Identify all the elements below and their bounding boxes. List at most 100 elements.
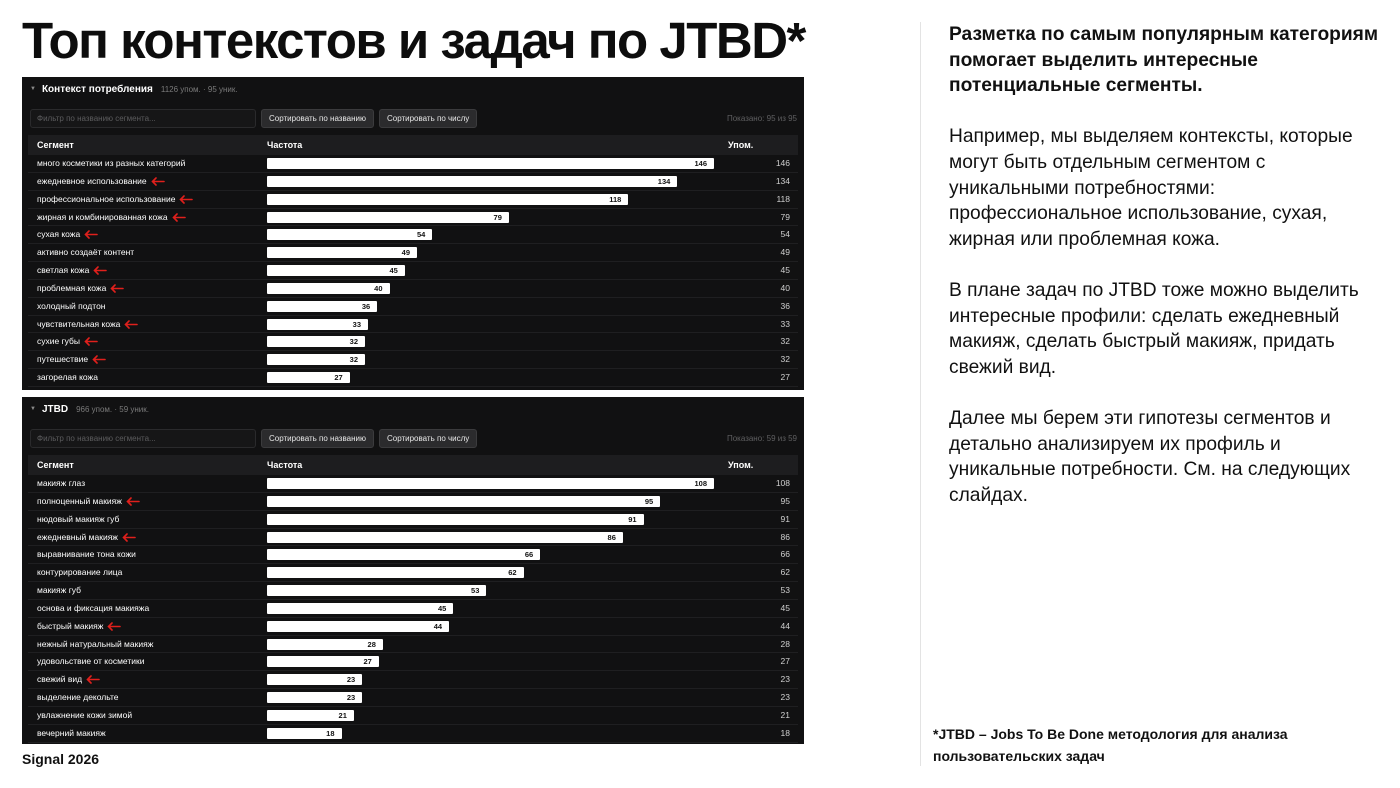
segment-name: макияж глаз	[37, 478, 86, 488]
description-paragraph: В плане задач по JTBD тоже можно выделит…	[949, 279, 1359, 378]
segment-name: вечерний макияж	[37, 727, 106, 738]
table-row[interactable]: основа и фиксация макияжа 45 45	[28, 600, 798, 618]
table-row[interactable]: полноценный макияж 95 95	[28, 493, 798, 511]
segment-label: сухая кожа	[37, 226, 99, 243]
table-row[interactable]: ежедневное использование 134 134	[28, 173, 798, 191]
table-row[interactable]: ежедневный макияж 86 86	[28, 529, 798, 547]
collapse-caret-icon[interactable]: ▼	[30, 86, 36, 92]
frequency-bar: 27	[267, 372, 350, 384]
segment-name: путешествие	[37, 354, 89, 365]
table-row[interactable]: макияж губ 53 53	[28, 582, 798, 600]
table-row[interactable]: выравнивание тона кожи 66 66	[28, 546, 798, 565]
red-left-arrow-icon	[107, 621, 122, 631]
mention-count: 45	[780, 602, 790, 613]
context-panel-header[interactable]: ▼ Контекст потребления 1126 упом. · 95 у…	[22, 77, 804, 101]
bar-value-label: 146	[694, 159, 707, 168]
segment-label: свежий вид	[37, 671, 100, 688]
frequency-bar: 28	[267, 638, 383, 650]
table-row[interactable]: сухие губы 32 32	[28, 333, 798, 352]
footnote: *JTBD – Jobs To Be Done методология для …	[933, 726, 1288, 764]
segment-label: ежедневное использование	[37, 173, 165, 190]
segment-label: быстрый макияж	[37, 618, 122, 635]
table-row[interactable]: удовольствие от косметики 27 27	[28, 653, 798, 672]
red-left-arrow-icon	[93, 266, 108, 275]
frequency-bar: 95	[267, 495, 661, 507]
segment-name: светлая кожа	[37, 265, 90, 276]
context-sort-by-count-button[interactable]: Сортировать по числу	[378, 108, 478, 128]
bar-value-label: 108	[694, 479, 707, 488]
table-row[interactable]: много косметики из разных категорий 146 14…	[28, 155, 798, 173]
red-left-arrow-icon	[179, 194, 194, 204]
mention-count: 23	[780, 674, 790, 685]
jtbd-filter-input[interactable]	[30, 428, 256, 448]
bar-value-label: 53	[471, 586, 480, 596]
frequency-bar: 66	[267, 549, 541, 561]
brand-label: Signal 2026	[22, 751, 100, 767]
description-text: Разметка по самым популярным категориям …	[949, 22, 1389, 534]
context-panel-title: Контекст потребления	[41, 83, 153, 95]
segment-name: основа и фиксация макияжа	[37, 602, 150, 613]
segment-name: чувствительная кожа	[37, 318, 121, 329]
bar-value-label: 18	[326, 728, 335, 738]
bar-value-label: 49	[401, 248, 410, 258]
table-row[interactable]: быстрый макияж 44 44	[28, 618, 798, 636]
jtbd-panel-title: JTBD	[41, 403, 69, 415]
mention-count: 44	[780, 620, 790, 631]
mention-count: 23	[780, 692, 790, 703]
collapse-caret-icon[interactable]: ▼	[30, 406, 36, 412]
table-row[interactable]: вечерний макияж 18 18	[28, 725, 798, 743]
segment-label: нежный натуральный макияж	[37, 636, 153, 653]
frequency-bar: 33	[267, 318, 368, 330]
red-left-arrow-icon	[126, 497, 140, 506]
bar-value-label: 66	[524, 550, 534, 560]
frequency-bar: 18	[267, 727, 342, 739]
context-filter-input[interactable]	[30, 108, 256, 128]
table-row[interactable]: увлажнение кожи зимой 21 21	[28, 707, 798, 725]
segment-label: выделение декольте	[37, 689, 119, 706]
table-row[interactable]: нежный натуральный макияж 28 28	[28, 636, 798, 654]
bar-value-label: 134	[657, 176, 671, 186]
frequency-bar: 23	[267, 674, 363, 686]
table-row[interactable]: выделение декольте 23 23	[28, 689, 798, 707]
segment-name: макияж губ	[37, 585, 82, 596]
segment-label: загорелая кожа	[37, 369, 98, 386]
table-row[interactable]: нюдовый макияж губ 91 91	[28, 511, 798, 529]
segment-name: ежедневный макияж	[37, 531, 118, 542]
table-row[interactable]: сухая кожа 54 54	[28, 226, 798, 245]
segment-label: активно создаёт контент	[37, 244, 134, 261]
table-row[interactable]: загорелая кожа 27 27	[28, 369, 798, 387]
segment-label: много косметики из разных категорий	[37, 155, 185, 172]
mention-count: 49	[780, 247, 790, 258]
mention-count: 146	[775, 158, 790, 168]
context-panel-meta: 1126 упом. · 95 уник.	[160, 84, 238, 94]
context-sort-by-name-button[interactable]: Сортировать по названию	[261, 108, 374, 128]
segment-name: сухая кожа	[37, 229, 81, 240]
segment-name: загорелая кожа	[37, 372, 98, 383]
table-row[interactable]: проблемная кожа 40 40	[28, 280, 798, 298]
table-row[interactable]: макияж глаз 108 108	[28, 475, 798, 493]
frequency-bar: 134	[267, 175, 678, 187]
mention-count: 86	[780, 531, 790, 542]
segment-label: ежедневный макияж	[37, 529, 136, 546]
context-panel: ▼ Контекст потребления 1126 упом. · 95 у…	[22, 77, 804, 390]
segment-label: полноценный макияж	[37, 493, 140, 510]
segment-name: ежедневное использование	[37, 175, 147, 186]
table-row[interactable]: путешествие 32 32	[28, 351, 798, 370]
segment-name: проблемная кожа	[37, 282, 107, 293]
bar-value-label: 45	[389, 266, 398, 276]
table-row[interactable]: профессиональное использование 118 118	[28, 191, 798, 209]
segment-label: макияж губ	[37, 582, 81, 599]
jtbd-sort-by-name-button[interactable]: Сортировать по названию	[261, 428, 374, 448]
jtbd-panel-header[interactable]: ▼ JTBD 966 упом. · 59 уник.	[22, 397, 804, 421]
table-row[interactable]: жирная и комбинированная кожа 79 79	[28, 209, 798, 227]
bar-value-label: 27	[363, 657, 372, 667]
table-row[interactable]: свежий вид 23 23	[28, 671, 798, 690]
jtbd-sort-by-count-button[interactable]: Сортировать по числу	[378, 428, 478, 448]
table-row[interactable]: холодный подтон 36 36	[28, 298, 798, 316]
table-row[interactable]: контурирование лица 62 62	[28, 564, 798, 583]
table-row[interactable]: светлая кожа 45 45	[28, 262, 798, 280]
table-row[interactable]: чувствительная кожа 33 33	[28, 316, 798, 334]
table-row[interactable]: активно создаёт контент 49 49	[28, 244, 798, 263]
mention-count: 27	[780, 372, 790, 383]
mention-count: 21	[780, 709, 790, 720]
